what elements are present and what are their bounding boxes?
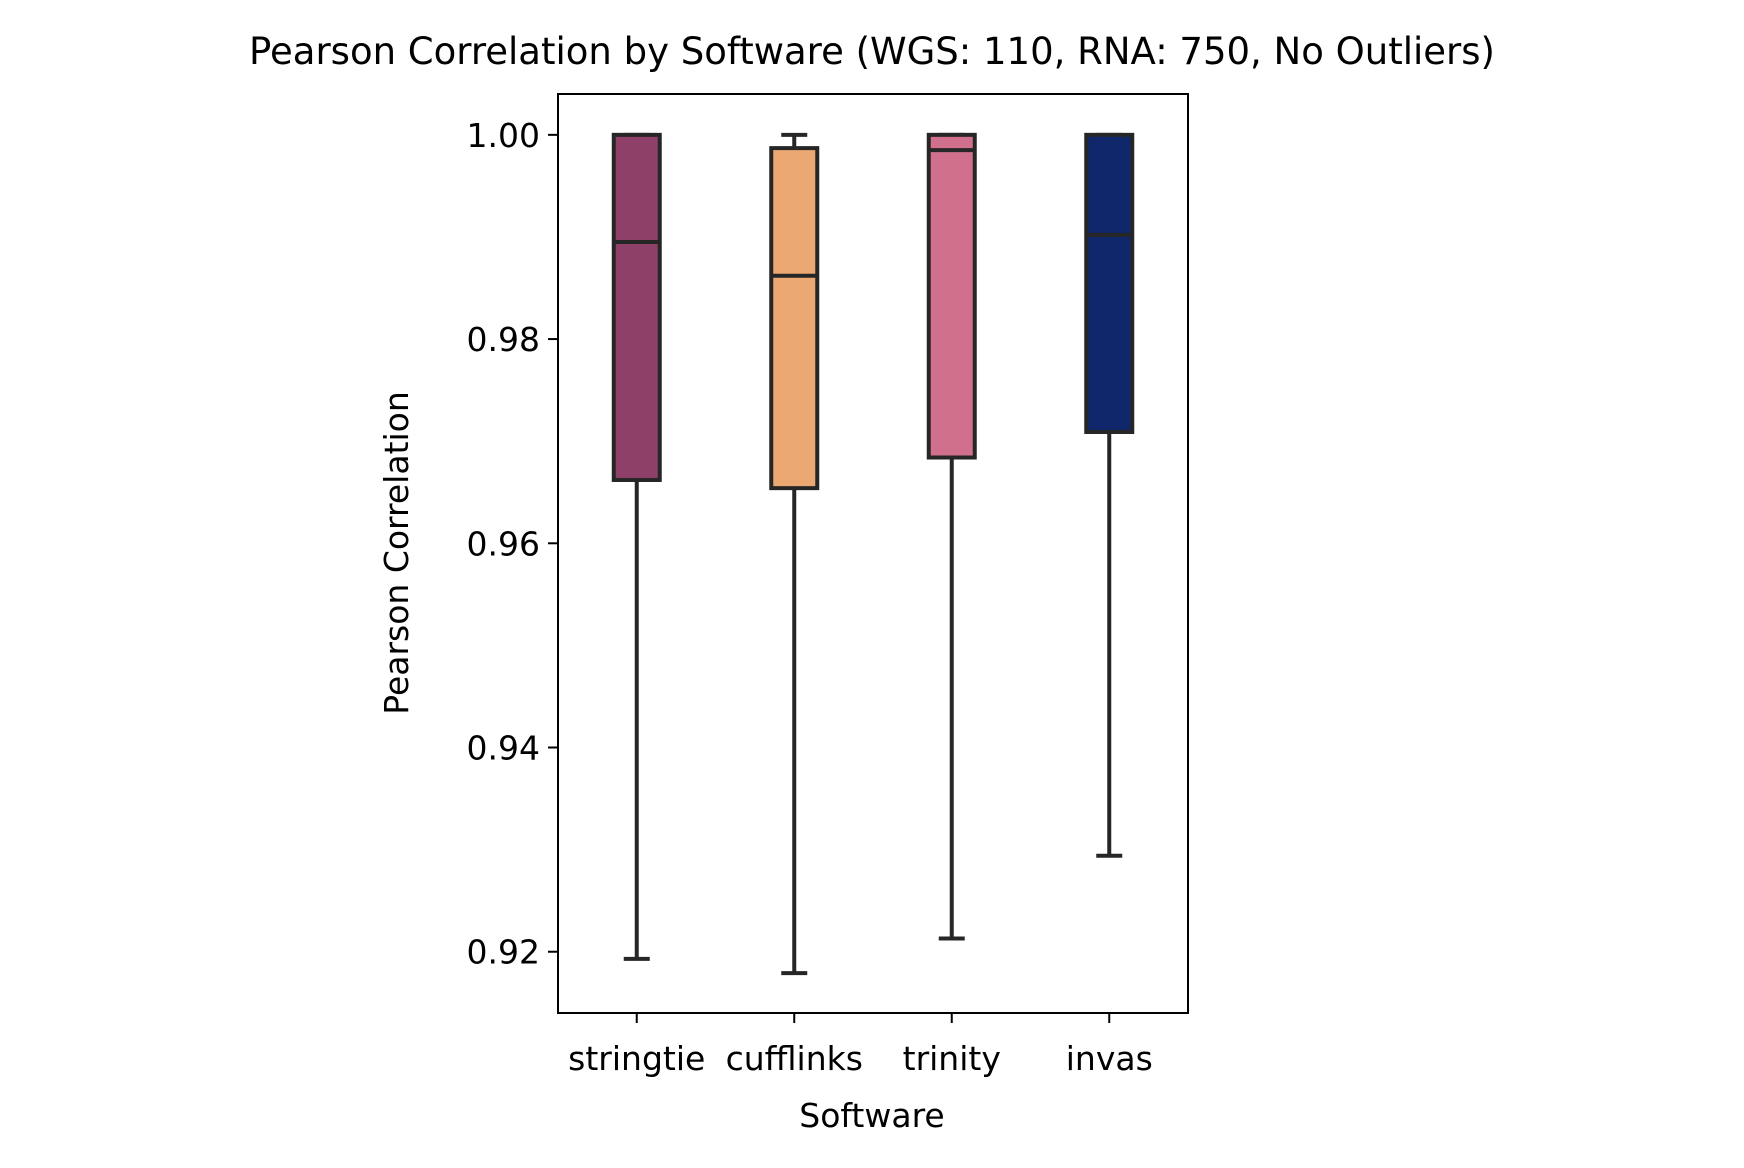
y-tick-label: 1.00 (467, 116, 540, 155)
box-cufflinks (769, 132, 820, 976)
y-axis-label: Pearson Correlation (377, 391, 416, 715)
y-tick-label: 0.92 (467, 933, 540, 972)
chart-title: Pearson Correlation by Software (WGS: 11… (249, 30, 1495, 73)
x-tick-label: cufflinks (726, 1039, 863, 1078)
x-tick-label: invas (1066, 1039, 1153, 1078)
y-tick-label: 0.94 (467, 729, 540, 768)
y-tick-label: 0.98 (467, 320, 540, 359)
x-tick-label: stringtie (568, 1039, 705, 1078)
box-iqr (1084, 132, 1135, 434)
box-series (611, 132, 1135, 976)
plot-area-frame (557, 93, 1189, 1014)
box-iqr (926, 132, 977, 460)
y-axis: 0.92 0.94 0.96 0.98 1.00 (467, 116, 558, 972)
x-axis-label: Software (799, 1096, 944, 1135)
y-tick-label: 0.96 (467, 524, 540, 563)
x-tick-label: trinity (903, 1039, 1001, 1078)
box-iqr (611, 132, 662, 482)
box-stringtie (611, 132, 662, 961)
x-axis: stringtie cufflinks trinity invas (568, 1013, 1153, 1078)
box-invas (1084, 132, 1135, 858)
box-trinity (926, 132, 977, 941)
box-iqr (769, 146, 820, 491)
